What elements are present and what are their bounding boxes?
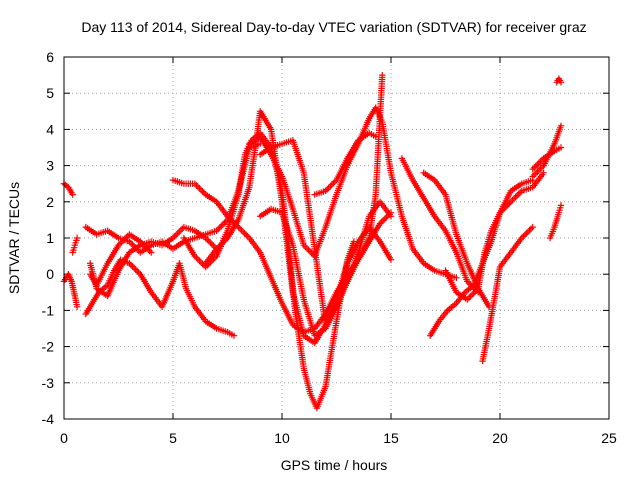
data-markers (60, 71, 565, 412)
series-track-19 (479, 223, 536, 365)
plus-markers (311, 129, 379, 198)
x-tick-label: 15 (383, 430, 399, 446)
series-track-1 (60, 180, 76, 198)
plus-markers (246, 104, 460, 281)
y-tick-label: -4 (42, 411, 55, 427)
y-tick-label: 1 (46, 230, 54, 246)
tick-labels: 0 5 10 15 20 25 -4 -3 -2 -1 0 1 2 3 4 5 6 (42, 49, 617, 446)
x-tick-label: 0 (60, 430, 68, 446)
y-tick-label: -1 (42, 302, 55, 318)
plus-markers (442, 169, 547, 303)
y-tick-label: 4 (46, 121, 54, 137)
series-track-17 (427, 176, 536, 339)
x-tick-label: 10 (274, 430, 290, 446)
plus-markers (398, 155, 482, 296)
plus-markers (427, 176, 536, 339)
plus-markers (69, 234, 81, 256)
series-track-18 (442, 169, 547, 303)
plot-frame (63, 56, 610, 420)
y-tick-label: 0 (46, 266, 54, 282)
series-track-14 (311, 129, 379, 198)
series-track-11 (246, 104, 460, 281)
y-tick-label: 2 (46, 194, 54, 210)
plus-markers (553, 75, 565, 86)
y-tick-label: -2 (42, 339, 55, 355)
series-track-7 (87, 231, 155, 289)
y-axis-label: SDTVAR / TECUs (6, 182, 22, 294)
series-track-15 (398, 155, 482, 296)
series-track-13 (257, 71, 386, 339)
y-tick-label: 5 (46, 85, 54, 101)
y-tick-label: -3 (42, 375, 55, 391)
plus-markers (87, 231, 155, 289)
plus-markers (257, 71, 386, 339)
x-tick-label: 25 (601, 430, 617, 446)
x-tick-label: 5 (169, 430, 177, 446)
y-tick-label: 3 (46, 158, 54, 174)
x-axis-label: GPS time / hours (281, 457, 388, 473)
series-track-3 (69, 234, 81, 256)
grid (64, 57, 609, 419)
plus-markers (546, 202, 565, 242)
series-track-23 (546, 202, 565, 242)
series-track-22 (553, 75, 565, 86)
plus-markers (479, 223, 536, 365)
plus-markers (60, 180, 76, 198)
y-tick-label: 6 (46, 49, 54, 65)
chart-title: Day 113 of 2014, Sidereal Day-to-day VTE… (81, 19, 586, 35)
series-track-21 (529, 144, 565, 173)
x-tick-label: 20 (492, 430, 508, 446)
plus-markers (529, 144, 565, 173)
